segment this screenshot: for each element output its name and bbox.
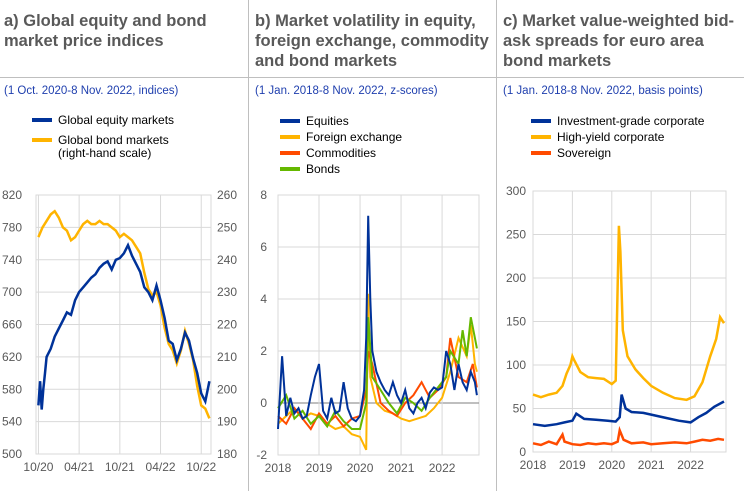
y-tick: 250 — [506, 228, 526, 242]
legend-label: Commodities — [306, 146, 376, 160]
x-tick: 2018 — [265, 461, 292, 475]
y-tick-right: 180 — [217, 447, 237, 461]
y-tick-right: 200 — [217, 382, 237, 396]
panel-a-title: a) Global equity and bond market price i… — [4, 12, 207, 50]
y-tick: 0 — [260, 396, 267, 410]
x-tick: 2019 — [559, 458, 586, 472]
series-equity-line — [37, 242, 211, 410]
series-high-yield-corporate-line — [532, 225, 726, 402]
y-tick-left: 500 — [2, 447, 22, 461]
legend-a: Global equity markets Global bond markets… — [32, 113, 174, 160]
series-equities-line — [277, 215, 478, 430]
y-tick-left: 700 — [2, 285, 22, 299]
x-tick: 04/22 — [146, 460, 176, 474]
x-tick: 2022 — [429, 461, 456, 475]
series-investment-grade-corporate-line — [532, 394, 725, 428]
y-tick-right: 230 — [217, 285, 237, 299]
legend-label: High-yield corporate — [557, 130, 665, 144]
panel-c: c) Market value-weighted bid-ask spreads… — [499, 0, 744, 491]
x-tick: 10/20 — [23, 460, 53, 474]
header-divider — [0, 77, 744, 78]
y-tick: -2 — [256, 448, 267, 462]
panel-c-subtitle: (1 Jan. 2018-8 Nov. 2022, basis points) — [503, 85, 703, 97]
chart-c: 0 50 100 150 200 250 300 2018 2019 2020 2021 2022 — [506, 184, 727, 472]
y-tick-left: 740 — [2, 253, 22, 267]
x-tick: 2020 — [598, 458, 625, 472]
panel-divider-2 — [496, 0, 497, 491]
y-tick-left: 660 — [2, 318, 22, 332]
y-tick: 8 — [260, 188, 267, 202]
y-tick: 100 — [506, 358, 526, 372]
chart-a: 500 540 580 620 660 700 740 780 820 180 190 200 210 2… — [2, 188, 237, 474]
x-tick: 2019 — [306, 461, 333, 475]
legend-c: Investment-grade corporate High-yield cor… — [531, 114, 705, 160]
x-tick: 10/21 — [105, 460, 135, 474]
legend-label: Investment-grade corporate — [557, 114, 705, 128]
y-tick-right: 210 — [217, 350, 237, 364]
panel-b-title: b) Market volatility in equity, foreign … — [255, 12, 489, 70]
y-tick-left: 540 — [2, 415, 22, 429]
y-tick: 50 — [513, 402, 527, 416]
panel-a-subtitle: (1 Oct. 2020-8 Nov. 2022, indices) — [4, 85, 179, 97]
y-tick: 200 — [506, 271, 526, 285]
chart-b: -2 0 2 4 6 8 2018 2019 2020 2021 2022 — [256, 188, 480, 475]
y-tick-left: 780 — [2, 220, 22, 234]
x-tick: 10/22 — [186, 460, 216, 474]
y-tick: 6 — [260, 240, 267, 254]
legend-label: Global equity markets — [58, 113, 174, 127]
legend-label: Bonds — [306, 162, 340, 176]
x-tick: 2021 — [638, 458, 665, 472]
x-tick: 2022 — [677, 458, 704, 472]
y-tick: 4 — [260, 292, 267, 306]
series-sovereign-line — [532, 425, 725, 447]
y-tick: 300 — [506, 184, 526, 198]
y-tick-left: 620 — [2, 350, 22, 364]
panel-b: b) Market volatility in equity, foreign … — [251, 0, 496, 491]
legend-label: Equities — [306, 114, 349, 128]
y-tick: 150 — [506, 315, 526, 329]
x-tick: 04/21 — [64, 460, 94, 474]
panel-b-subtitle: (1 Jan. 2018-8 Nov. 2022, z-scores) — [255, 85, 438, 97]
y-tick-right: 220 — [217, 318, 237, 332]
x-tick: 2021 — [388, 461, 415, 475]
x-tick: 2020 — [347, 461, 374, 475]
y-tick-right: 260 — [217, 188, 237, 202]
legend-label: Global bond markets — [58, 133, 169, 147]
legend-label: (right-hand scale) — [58, 146, 151, 160]
panel-a: a) Global equity and bond market price i… — [0, 0, 248, 491]
y-tick-right: 250 — [217, 220, 237, 234]
legend-label: Sovereign — [557, 146, 611, 160]
x-tick: 2018 — [520, 458, 547, 472]
y-tick-right: 240 — [217, 253, 237, 267]
y-tick-left: 820 — [2, 188, 22, 202]
y-tick: 2 — [260, 344, 267, 358]
y-tick-right: 190 — [217, 415, 237, 429]
y-tick: 0 — [519, 445, 526, 459]
series-bonds-line — [277, 317, 478, 430]
panel-divider-1 — [248, 0, 249, 491]
series-foreign-exchange-line — [277, 293, 478, 451]
legend-b: Equities Foreign exchange Commodities Bonds — [280, 114, 402, 176]
panel-c-title: c) Market value-weighted bid-ask spreads… — [503, 12, 735, 70]
legend-label: Foreign exchange — [306, 130, 402, 144]
y-tick-left: 580 — [2, 382, 22, 396]
series-bond-line — [37, 209, 211, 419]
